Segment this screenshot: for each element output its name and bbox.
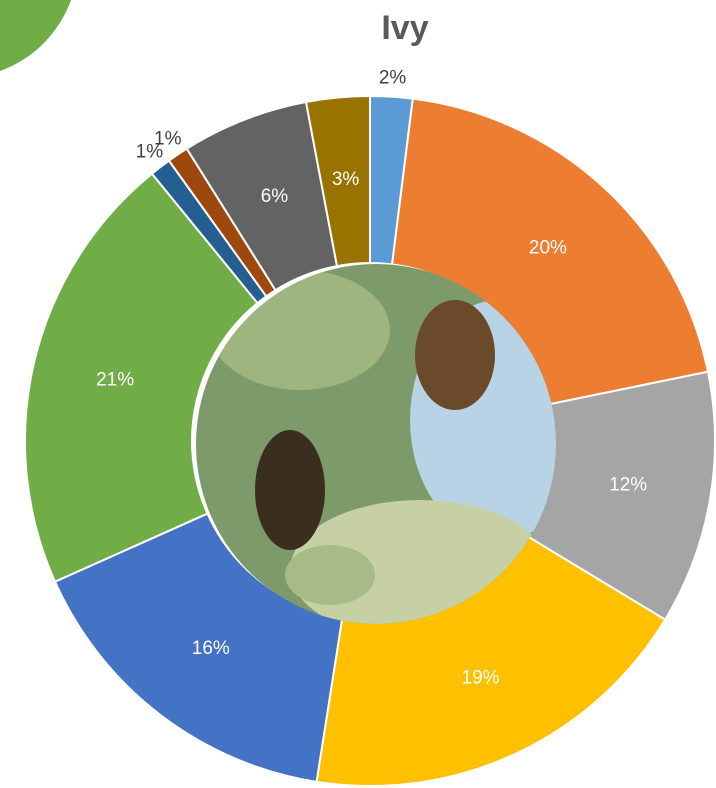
data-label: 1% [154, 129, 182, 150]
slice [304, 94, 371, 268]
data-label: 16% [192, 638, 230, 659]
data-label: 12% [609, 475, 647, 496]
data-label: 20% [529, 238, 567, 259]
data-label: 2% [379, 68, 407, 89]
data-label: 1% [136, 142, 164, 163]
corner-decoration [0, 0, 71, 71]
data-label: 21% [96, 369, 134, 390]
data-label: 19% [462, 668, 500, 689]
data-label: 6% [261, 186, 289, 207]
chart-title: Ivy [381, 9, 428, 47]
slice [24, 172, 259, 583]
data-label: 3% [332, 169, 360, 190]
